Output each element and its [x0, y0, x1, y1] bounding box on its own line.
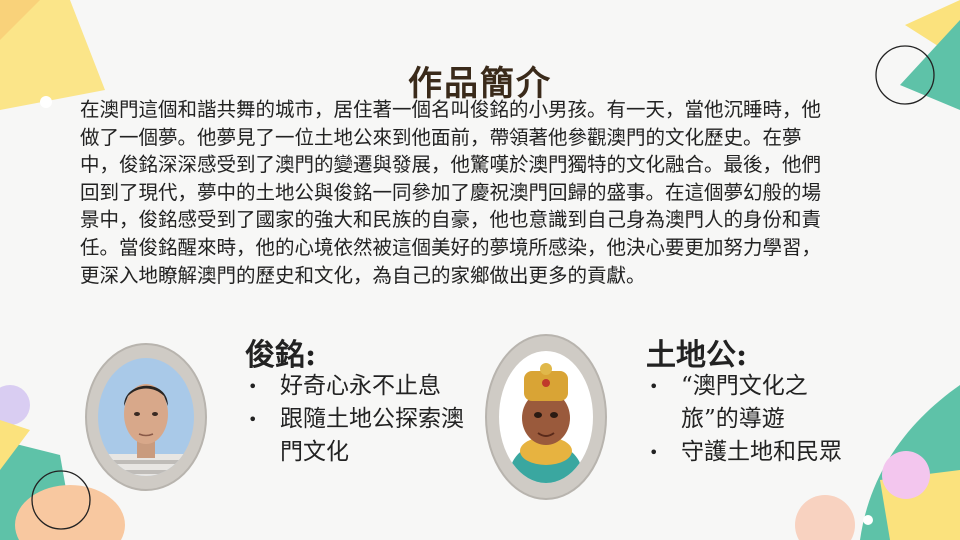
- boy-portrait: [85, 343, 207, 491]
- character-traits-junming: 好奇心永不止息 跟隨土地公探索澳門文化: [248, 370, 478, 469]
- character-name-junming: 俊銘:: [245, 338, 317, 373]
- white-dot-bottom-right: [863, 515, 873, 525]
- list-item: 好奇心永不止息: [248, 370, 478, 403]
- character-name-earth-god: 土地公:: [646, 338, 748, 373]
- list-item: 跟隨土地公探索澳門文化: [248, 403, 478, 469]
- pink-circle-bottom-right: [882, 451, 930, 499]
- outline-circle-bottom-left: [31, 470, 91, 530]
- white-dot-top-left: [40, 96, 52, 108]
- yellow-triangle-top-left: [0, 0, 105, 110]
- page-title: 作品簡介: [408, 64, 552, 104]
- peach-shape-top-left: [0, 0, 40, 40]
- list-item: 守護土地和民眾: [649, 436, 849, 469]
- synopsis-paragraph: 在澳門這個和諧共舞的城市，居住著一個名叫俊銘的小男孩。有一天，當他沉睡時，他做了…: [80, 98, 822, 287]
- teal-triangle-top-right: [900, 20, 960, 110]
- character-traits-earth-god: “澳門文化之旅”的導遊 守護土地和民眾: [649, 370, 849, 469]
- lavender-circle-bottom-left: [0, 385, 30, 425]
- yellow-shape-bottom-left: [0, 420, 30, 470]
- peach-circle-bottom-right: [795, 495, 855, 540]
- outline-circle-top-right: [875, 45, 935, 105]
- peach-circle-bottom-left: [15, 485, 125, 540]
- earth-god-portrait: [485, 334, 607, 500]
- list-item: “澳門文化之旅”的導遊: [649, 370, 849, 436]
